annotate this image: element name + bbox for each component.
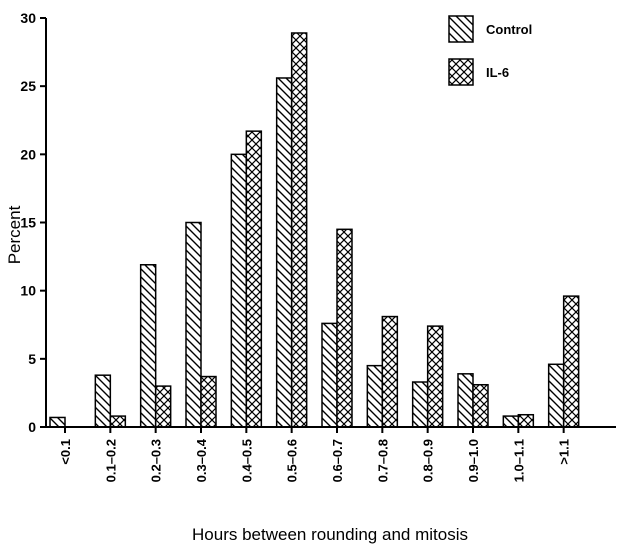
y-tick-label: 0 [28,419,36,435]
x-tick-label: 0.8–0.9 [421,439,436,482]
bar-control-10 [502,415,520,428]
bar-il-6-4 [245,130,263,428]
bar-il-6-3 [200,375,217,428]
x-tick-label: 0.2–0.3 [149,439,164,482]
bar-control-4 [230,153,248,428]
bar-control-2 [139,264,157,428]
bar-control-1 [94,374,112,428]
y-axis: 0 5 10 15 20 25 30 [20,10,47,435]
y-tick-label: 20 [20,146,36,162]
x-tick-label: <0.1 [58,439,73,465]
bar-il-6-6 [336,228,353,428]
bar-control-5 [275,77,293,428]
bar-il-6-2 [154,385,172,428]
x-axis-label: Hours between rounding and mitosis [192,525,468,544]
bar-il-6-9 [472,383,489,428]
x-tick-label: >1.1 [557,439,572,465]
y-tick-label: 15 [20,215,36,231]
x-tick-label: 0.1–0.2 [103,439,118,482]
legend-swatch-control [448,15,474,43]
bar-il-6-7 [381,315,399,428]
bars-group [49,32,580,428]
legend-label-il6: IL-6 [486,65,509,80]
bar-control-8 [411,381,429,428]
x-tick-label: 0.3–0.4 [194,438,209,482]
bar-il-6-11 [562,295,580,428]
x-tick-label: 0.6–0.7 [330,439,345,482]
y-tick-label: 25 [20,78,36,94]
legend-item-il6: IL-6 [448,58,509,86]
bar-il-6-1 [109,415,127,428]
x-tick-label: 1.0–1.1 [511,439,526,482]
legend-label-control: Control [486,22,532,37]
bar-control-3 [185,221,202,428]
x-tick-label: 0.9–1.0 [466,439,481,482]
x-tick-label: 0.5–0.6 [285,439,300,482]
bar-control-7 [366,364,384,428]
bar-control-11 [547,363,565,428]
bar-il-6-10 [517,413,535,428]
y-tick-label: 5 [28,351,36,367]
bar-control-6 [321,322,338,428]
bar-il-6-5 [290,32,308,428]
y-tick-label: 10 [20,283,36,299]
legend: Control IL-6 [448,15,532,86]
y-axis-label: Percent [5,205,24,264]
bar-il-6-8 [426,325,444,428]
legend-item-control: Control [448,15,532,43]
bar-control-0 [49,416,66,428]
x-tick-label: 0.7–0.8 [375,439,390,482]
x-axis: <0.1 0.1–0.2 0.2–0.3 0.3–0.4 0.4–0.5 0.5–0.6 0… [46,426,616,482]
x-tick-label: 0.4–0.5 [239,439,254,482]
legend-swatch-il6 [448,58,474,86]
y-tick-label: 30 [20,10,36,26]
bar-control-9 [457,373,474,428]
